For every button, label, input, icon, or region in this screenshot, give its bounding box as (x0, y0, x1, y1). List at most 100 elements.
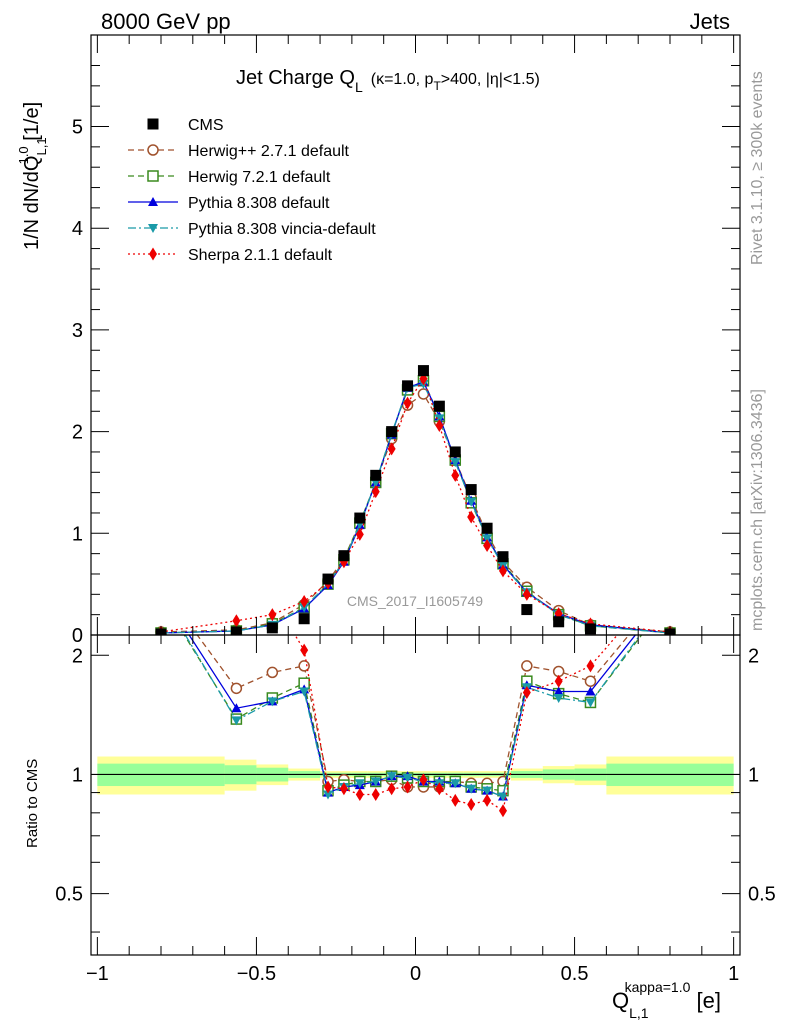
legend-marker-vincia (148, 224, 158, 233)
ratio-point-vincia (323, 790, 334, 800)
ratio-point-sherpa (157, 568, 165, 581)
legend-label-vincia: Pythia 8.308 vincia-default (188, 221, 376, 238)
ratio-point-sherpa (387, 782, 396, 796)
series-line-sherpa (160, 377, 671, 633)
point-cms (465, 484, 477, 496)
ratio-point-vincia (482, 786, 493, 796)
series-ratio-line-vincia (184, 635, 641, 798)
point-sherpa (387, 442, 396, 456)
title-params-close: >400, |η|<1.5) (441, 71, 540, 88)
title-params-sub: T (433, 79, 441, 93)
x-axis-label: QL,1kappa=1.0 [e] (612, 979, 721, 1021)
ratio-point-sherpa (339, 782, 348, 796)
ratio-uncertainty-bands (91, 756, 740, 795)
header-right: Jets (690, 9, 730, 34)
y-tick-label-main: 0 (72, 625, 83, 647)
ratio-point-sherpa (586, 659, 595, 673)
ratio-point-pythia (585, 686, 596, 696)
legend-label-herwig7: Herwig 7.2.1 default (188, 169, 331, 186)
header-left: 8000 GeV pp (101, 9, 231, 34)
ratio-point-sherpa (498, 804, 507, 818)
point-vincia (450, 458, 461, 468)
ratio-point-pythia (665, 586, 675, 595)
side-label-bottom: mcplots.cern.ch [arXiv:1306.3436] (749, 389, 766, 631)
x-label-sup: kappa=1.0 (625, 979, 691, 995)
point-sherpa (467, 510, 476, 524)
y-axis-label-ratio: Ratio to CMS (24, 759, 41, 848)
title-params-open: (κ=1.0, p (371, 71, 434, 88)
ratio-point-sherpa (232, 579, 240, 592)
ratio-point-vincia (231, 716, 242, 726)
ratio-point-vincia (267, 697, 278, 707)
ratio-point-pythia (156, 586, 166, 595)
ratio-point-vincia (386, 772, 397, 782)
ratio-point-vincia (497, 792, 508, 802)
point-cms (230, 626, 242, 635)
y-tick-label-main: 2 (72, 422, 83, 444)
ratio-point-vincia (156, 590, 166, 599)
ratio-point-sherpa (419, 773, 428, 787)
y-tick-label-ratio: 2 (72, 645, 83, 667)
y-label-sub: L,1 (34, 138, 49, 156)
legend-marker-cms (147, 118, 159, 130)
point-sherpa (355, 527, 364, 541)
ratio-point-herwigpp (266, 666, 279, 679)
point-sherpa (451, 468, 460, 482)
ratio-point-herwig7 (156, 592, 166, 602)
ratio-point-sherpa (435, 782, 444, 796)
ratio-point-vincia (466, 784, 477, 794)
watermark: CMS_2017_I1605749 (347, 593, 483, 609)
point-cms (266, 622, 278, 634)
x-tick-label: 0 (410, 963, 421, 985)
point-cms (553, 616, 565, 628)
ratio-point-sherpa (324, 780, 333, 794)
y-label-sup: 1.0 (16, 146, 31, 164)
ratio-point-herwig7 (665, 592, 675, 602)
ratio-point-vincia (585, 698, 596, 708)
legend-marker-herwigpp (147, 144, 159, 156)
axis-ticks: 0 1 2 3 4 5 0.5 0.5 1 1 2 2 −1 −0.5 0 0.5 1 (55, 35, 776, 985)
point-sherpa (232, 614, 241, 628)
title-main-sub: L (355, 79, 363, 95)
ratio-point-herwigpp (665, 581, 675, 591)
ratio-panel-series (156, 568, 675, 818)
legend-label-pythia: Pythia 8.308 default (188, 195, 330, 212)
ratio-point-sherpa (666, 568, 674, 581)
y-tick-label-main: 1 (72, 523, 83, 545)
ratio-point-herwigpp (298, 660, 310, 672)
x-label-sub: L,1 (629, 1005, 649, 1021)
point-vincia (482, 534, 493, 544)
ratio-point-vincia (299, 687, 310, 697)
legend-marker-pythia (148, 197, 158, 206)
legend-label-sherpa: Sherpa 2.1.1 default (188, 247, 333, 264)
point-cms (433, 400, 445, 412)
x-tick-label: −1 (86, 963, 109, 985)
point-sherpa (268, 608, 277, 622)
ratio-point-sherpa (554, 674, 563, 688)
legend-marker-herwig7 (147, 170, 159, 182)
ratio-point-sherpa (451, 793, 460, 807)
point-sherpa (498, 564, 507, 578)
side-label-top: Rivet 3.1.10, ≥ 300k events (749, 71, 766, 265)
ratio-point-sherpa (403, 780, 412, 794)
y-tick-label-ratio: 0.5 (55, 884, 83, 906)
ratio-point-sherpa (300, 643, 309, 657)
ratio-point-vincia (370, 777, 381, 787)
y-tick-label-main: 5 (72, 117, 83, 139)
x-tick-label: −0.5 (237, 963, 276, 985)
ratio-point-vincia (665, 590, 675, 599)
y-tick-label-main: 3 (72, 320, 83, 342)
point-sherpa (435, 419, 444, 433)
point-cms (338, 550, 350, 562)
point-cms (584, 623, 596, 635)
point-sherpa (483, 539, 492, 553)
series-ratio-line-herwig7 (183, 635, 643, 792)
ratio-point-vincia (402, 773, 413, 783)
ratio-point-herwigpp (584, 675, 597, 687)
main-panel-series (155, 365, 676, 635)
ratio-point-sherpa (522, 686, 531, 700)
legend: CMS Herwig++ 2.7.1 default Herwig 7.2.1 de… (128, 117, 376, 264)
point-vincia (434, 414, 445, 424)
chart-title: Jet Charge QL (κ=1.0, pT>400, |η|<1.5) (236, 67, 540, 95)
